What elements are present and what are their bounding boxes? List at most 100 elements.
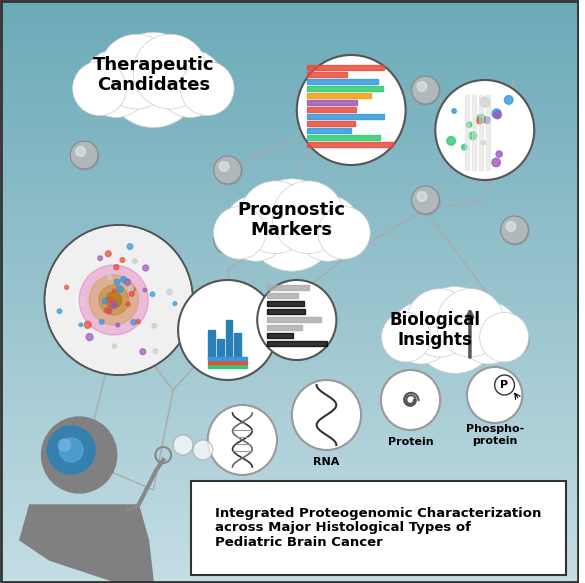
Circle shape — [480, 312, 529, 362]
Circle shape — [208, 405, 277, 475]
Circle shape — [76, 297, 85, 307]
Circle shape — [106, 33, 201, 128]
Circle shape — [125, 279, 130, 285]
Circle shape — [283, 186, 311, 214]
Circle shape — [86, 333, 93, 340]
Bar — [307, 121, 355, 126]
Bar — [307, 128, 350, 133]
Circle shape — [121, 276, 126, 283]
Circle shape — [477, 114, 486, 124]
Circle shape — [152, 324, 157, 328]
Circle shape — [47, 426, 95, 474]
Circle shape — [112, 301, 118, 307]
Circle shape — [462, 145, 467, 150]
Circle shape — [143, 265, 149, 271]
Circle shape — [193, 440, 213, 460]
Circle shape — [111, 304, 116, 308]
Circle shape — [71, 142, 99, 170]
Circle shape — [79, 323, 82, 326]
Circle shape — [84, 321, 91, 328]
Circle shape — [240, 181, 311, 254]
Circle shape — [215, 157, 242, 185]
Bar — [208, 330, 215, 360]
Polygon shape — [20, 505, 153, 583]
FancyBboxPatch shape — [191, 481, 566, 575]
Circle shape — [477, 118, 482, 124]
Circle shape — [215, 227, 242, 255]
Bar — [267, 301, 304, 306]
Circle shape — [466, 122, 472, 128]
Circle shape — [284, 187, 312, 215]
Circle shape — [58, 439, 70, 451]
Circle shape — [133, 34, 207, 109]
Circle shape — [46, 227, 191, 373]
Circle shape — [412, 287, 498, 373]
Circle shape — [223, 195, 288, 261]
Circle shape — [140, 349, 146, 354]
Bar — [208, 365, 247, 368]
Bar — [267, 325, 302, 330]
Circle shape — [105, 251, 111, 257]
Bar — [307, 93, 371, 98]
Circle shape — [127, 244, 133, 250]
Bar — [307, 86, 383, 91]
Circle shape — [117, 286, 123, 293]
Circle shape — [481, 141, 486, 145]
Text: Integrated Proteogenomic Characterization
across Major Histological Types of
Ped: Integrated Proteogenomic Characterizatio… — [215, 507, 542, 550]
Circle shape — [412, 187, 441, 215]
Circle shape — [288, 237, 298, 247]
Circle shape — [57, 309, 62, 314]
Bar — [267, 341, 328, 346]
Circle shape — [70, 291, 98, 319]
Circle shape — [59, 438, 83, 462]
Circle shape — [73, 61, 126, 115]
Circle shape — [153, 349, 157, 353]
Circle shape — [180, 61, 234, 115]
Circle shape — [381, 370, 441, 430]
Circle shape — [447, 136, 455, 145]
Circle shape — [129, 292, 134, 296]
Circle shape — [70, 141, 98, 169]
Text: Biological
Insights: Biological Insights — [390, 311, 481, 349]
Circle shape — [501, 327, 529, 355]
Circle shape — [133, 259, 137, 264]
Circle shape — [214, 226, 242, 254]
Bar — [472, 95, 476, 170]
Circle shape — [112, 289, 116, 293]
Text: Prognostic
Markers: Prognostic Markers — [238, 201, 346, 240]
Circle shape — [214, 206, 266, 259]
Circle shape — [284, 232, 312, 260]
Circle shape — [79, 265, 149, 335]
Circle shape — [495, 375, 514, 395]
Bar — [267, 293, 298, 298]
Circle shape — [283, 231, 311, 259]
Circle shape — [102, 298, 108, 304]
Circle shape — [106, 292, 122, 308]
Circle shape — [173, 435, 193, 455]
Circle shape — [98, 256, 102, 261]
Circle shape — [436, 289, 504, 357]
Circle shape — [494, 111, 501, 119]
Circle shape — [496, 151, 503, 157]
Circle shape — [297, 55, 405, 165]
Circle shape — [116, 323, 120, 327]
Circle shape — [295, 195, 360, 261]
Circle shape — [501, 326, 528, 354]
Text: DNA: DNA — [229, 482, 256, 492]
Circle shape — [492, 109, 501, 118]
Circle shape — [417, 192, 427, 201]
Circle shape — [114, 265, 119, 269]
Circle shape — [219, 231, 229, 241]
Circle shape — [99, 34, 174, 109]
Circle shape — [452, 109, 456, 113]
Circle shape — [480, 97, 490, 107]
Circle shape — [114, 279, 120, 285]
Circle shape — [99, 319, 104, 324]
Circle shape — [126, 302, 130, 306]
Bar — [307, 142, 394, 147]
Circle shape — [412, 186, 439, 214]
Bar — [307, 100, 357, 105]
Circle shape — [292, 380, 361, 450]
Bar — [479, 95, 483, 170]
Text: Protein: Protein — [388, 437, 433, 447]
